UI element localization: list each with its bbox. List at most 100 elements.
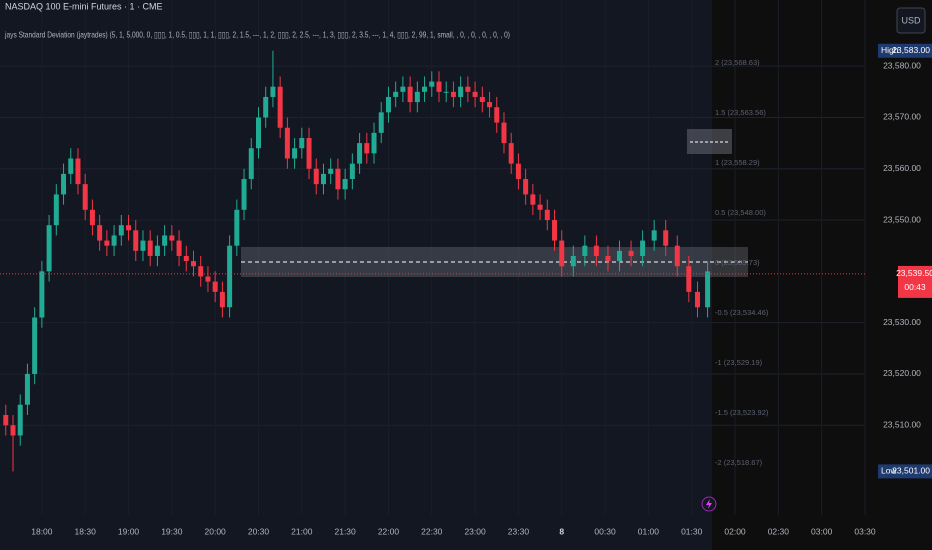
level-annotation: 0.5 (23,548.00) xyxy=(715,208,766,217)
candle-body xyxy=(378,112,384,133)
candle-body xyxy=(357,143,363,164)
level-annotation: 2 (23,568.63) xyxy=(715,58,760,67)
candle-body xyxy=(328,168,334,174)
candle-body xyxy=(523,179,529,195)
candle-body xyxy=(53,194,59,226)
candle-body xyxy=(299,137,305,149)
marker-name: High xyxy=(881,45,899,55)
currency-button[interactable] xyxy=(896,7,926,34)
deviation-box-small xyxy=(687,129,732,154)
candle-body xyxy=(674,245,680,267)
candle-body xyxy=(686,266,692,292)
x-tick-label: 01:00 xyxy=(638,526,660,536)
candle-body xyxy=(400,86,406,92)
candle-body xyxy=(17,404,23,436)
candle-body xyxy=(530,194,536,205)
candle-body xyxy=(429,81,435,87)
candle-body xyxy=(39,271,45,318)
candle-body xyxy=(407,86,413,103)
candle-body xyxy=(205,276,211,282)
candle-body xyxy=(176,240,182,256)
candle-body xyxy=(198,266,204,277)
candle-body xyxy=(605,255,611,262)
candle-body xyxy=(219,291,225,308)
candle-body xyxy=(472,91,478,97)
candle-body xyxy=(292,148,298,159)
candle-body xyxy=(651,230,657,241)
candle-body xyxy=(335,168,341,190)
candle-body xyxy=(508,143,514,164)
chart-title: NASDAQ 100 E-mini Futures · 1 · CME xyxy=(5,1,163,11)
candle-body xyxy=(10,425,16,436)
candle-body xyxy=(694,291,700,308)
candle-body xyxy=(227,245,233,308)
x-tick-label: 00:30 xyxy=(594,526,616,536)
candles xyxy=(3,50,711,472)
x-tick-label: 22:00 xyxy=(378,526,400,536)
candle-body xyxy=(140,240,146,251)
candle-body xyxy=(32,317,38,374)
candle-body xyxy=(494,107,500,123)
x-tick-label: 23:30 xyxy=(508,526,530,536)
x-tick-label: 8 xyxy=(559,526,564,536)
candle-body xyxy=(255,117,261,149)
candle-body xyxy=(46,225,52,272)
candle-body xyxy=(393,91,399,97)
x-tick-label: 18:30 xyxy=(75,526,97,536)
candle-body xyxy=(133,230,139,251)
candle-body xyxy=(75,158,81,185)
candle-body xyxy=(126,225,132,231)
candle-body xyxy=(154,245,160,256)
level-annotation: 0 (23,539.73) xyxy=(715,258,760,267)
marker-value: 23,583.00 xyxy=(892,45,930,55)
currency-label[interactable]: USD xyxy=(901,15,921,25)
candle-body xyxy=(582,245,588,256)
x-tick-label: 19:30 xyxy=(161,526,183,536)
candle-body xyxy=(559,240,565,267)
candle-body xyxy=(663,230,669,246)
candle-body xyxy=(487,102,493,108)
candle-body xyxy=(104,240,110,246)
x-tick-label: 18:00 xyxy=(31,526,53,536)
candle-body xyxy=(24,373,30,405)
event-bolt xyxy=(706,499,712,509)
candle-body xyxy=(422,86,428,92)
candle-body xyxy=(570,255,576,267)
x-tick-label: 21:30 xyxy=(334,526,356,536)
candle-body xyxy=(436,81,442,92)
candle-body xyxy=(162,235,168,246)
y-tick-label: 23,570.00 xyxy=(883,112,921,122)
level-annotation: -0.5 (23,534.46) xyxy=(715,308,769,317)
candle-body xyxy=(212,281,218,292)
candle-body xyxy=(364,143,370,154)
grid xyxy=(0,0,866,515)
x-tick-label: 21:00 xyxy=(291,526,313,536)
candle-body xyxy=(593,245,599,256)
candle-body xyxy=(169,235,175,241)
x-tick-label: 02:30 xyxy=(768,526,790,536)
candle-body xyxy=(118,225,124,236)
overlay: 2 (23,568.63) 1.5 (23,563.56) 1 (23,558.29… xyxy=(0,43,932,479)
x-tick-label: 19:00 xyxy=(118,526,140,536)
last-price-label: 23,539.50 xyxy=(896,268,932,278)
candle-body xyxy=(443,91,449,93)
candle-body xyxy=(515,163,521,180)
candle-body xyxy=(234,209,240,246)
y-tick-label: 23,580.00 xyxy=(883,60,921,70)
candle-body xyxy=(479,96,485,103)
candle-body xyxy=(705,271,711,308)
candle-body xyxy=(111,235,117,246)
last-price-box xyxy=(898,265,932,298)
candle-body xyxy=(183,255,189,262)
level-annotation: 1.5 (23,563.56) xyxy=(715,108,766,117)
candle-body xyxy=(465,86,471,92)
candle-body xyxy=(241,179,247,210)
x-tick-label: 03:30 xyxy=(854,526,876,536)
candle-body xyxy=(82,184,88,210)
candle-body xyxy=(617,250,623,262)
candle-body xyxy=(313,168,319,185)
marker-name: Low xyxy=(881,466,897,476)
candle-body xyxy=(89,209,95,226)
